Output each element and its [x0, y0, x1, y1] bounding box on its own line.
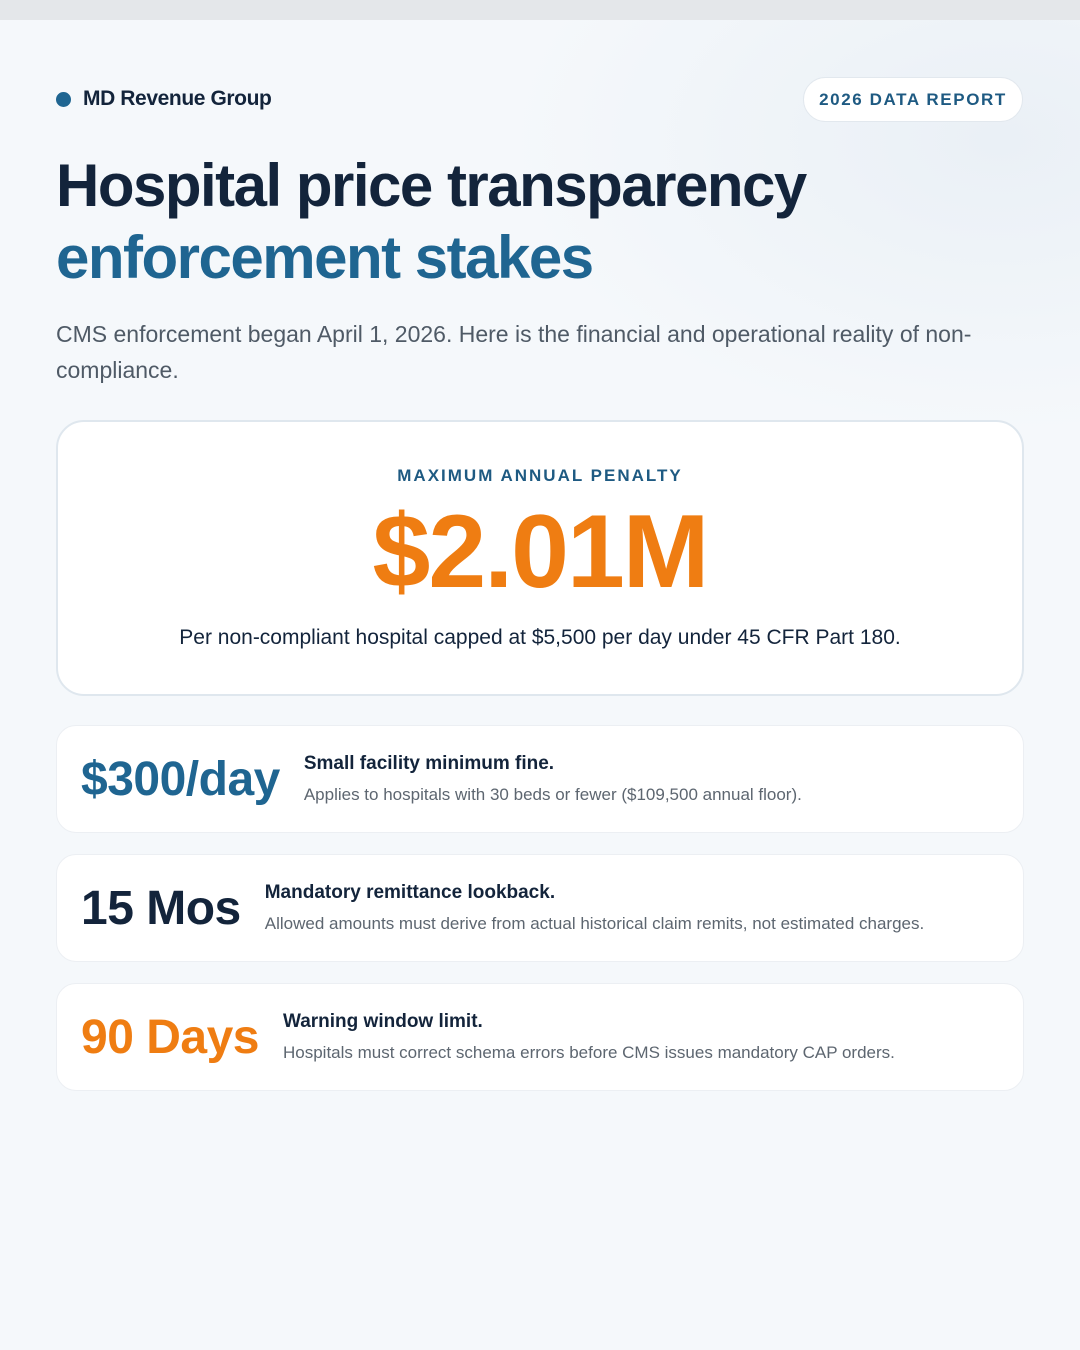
stat-description: Allowed amounts must derive from actual … [264, 914, 925, 933]
stat-text: Small facility minimum fine. Applies to … [304, 753, 802, 805]
stat-value: 15 Mos [81, 881, 241, 935]
stat-value: $300/day [81, 752, 280, 806]
penalty-value: $2.01M [372, 494, 710, 610]
headline-line-1: Hospital price transparency [56, 152, 807, 219]
brand-dot-icon [56, 91, 71, 107]
stat-title: Warning window limit. [282, 1011, 483, 1032]
top-bar [0, 0, 1080, 20]
headline: Hospital price transparency enforcement … [56, 150, 1036, 294]
penalty-description: Per non-compliant hospital capped at $5,… [179, 626, 901, 649]
stat-title: Mandatory remittance lookback. [264, 882, 556, 903]
stat-description: Hospitals must correct schema errors bef… [282, 1043, 895, 1062]
stat-description: Applies to hospitals with 30 beds or few… [303, 785, 802, 804]
report-badge: 2026 DATA REPORT [803, 77, 1023, 122]
brand: MD Revenue Group [56, 84, 272, 114]
penalty-label: MAXIMUM ANNUAL PENALTY [397, 466, 683, 485]
subtitle: CMS enforcement began April 1, 2026. Her… [56, 321, 972, 383]
stat-card-small-facility: $300/day Small facility minimum fine. Ap… [56, 725, 1024, 833]
stat-title: Small facility minimum fine. [303, 753, 555, 774]
stat-text: Mandatory remittance lookback. Allowed a… [265, 882, 924, 934]
stat-card-warning-window: 90 Days Warning window limit. Hospitals … [56, 983, 1024, 1091]
penalty-card: MAXIMUM ANNUAL PENALTY $2.01M Per non-co… [56, 420, 1024, 696]
stat-value: 90 Days [81, 1010, 259, 1064]
stat-card-lookback: 15 Mos Mandatory remittance lookback. Al… [56, 854, 1024, 962]
stat-text: Warning window limit. Hospitals must cor… [283, 1011, 895, 1063]
headline-line-2: enforcement stakes [56, 224, 594, 291]
brand-name: MD Revenue Group [83, 87, 272, 110]
